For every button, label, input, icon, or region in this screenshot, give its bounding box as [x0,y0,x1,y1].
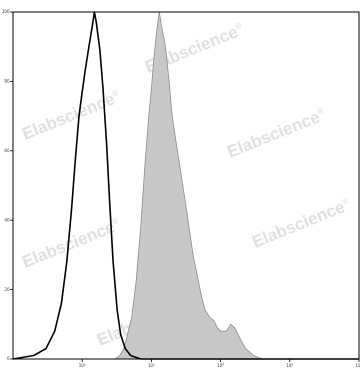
y-tick-label: 0 [7,356,10,361]
x-tick-exponent: 3 [153,363,155,367]
filled-histogram-series [114,11,359,360]
y-tick-label: 20 [4,287,10,292]
watermark-text: Elabscience® [19,87,123,144]
y-tick-label: 40 [4,217,10,222]
watermark-registered-mark: ® [111,88,120,99]
watermark-text: Elabscience® [19,215,123,272]
watermark-registered-mark: ® [234,21,243,32]
watermark-registered-mark: ® [341,196,350,207]
y-tick-label: 100 [2,9,10,14]
x-tick-exponent: 5 [291,363,293,367]
outline-histogram-series [12,11,359,360]
watermark-text: Elabscience® [224,105,328,162]
y-tick-label: 80 [4,79,10,84]
x-tick-label: 105 [286,363,293,369]
x-tick-label: 106 [355,363,360,369]
x-tick-label: 102 [79,363,86,369]
x-tick-exponent: 4 [222,363,224,367]
axes-layer: 0 20 40 60 80 100 102 103 104 105 106 [2,9,360,368]
watermark-text: Elabscience® [249,195,353,252]
y-tick-label: 60 [4,148,10,153]
series-layer [12,11,359,360]
watermark-registered-mark: ® [316,106,325,117]
x-tick-label: 103 [148,363,155,369]
x-tick-exponent: 2 [84,363,86,367]
x-tick-label: 104 [217,363,224,369]
plot-frame [12,11,360,360]
watermark-registered-mark: ® [111,216,120,227]
